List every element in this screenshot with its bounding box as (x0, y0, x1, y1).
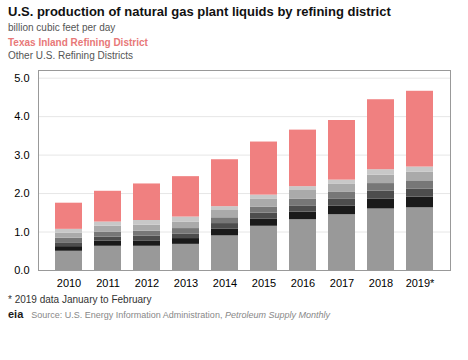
svg-text:0.0: 0.0 (14, 264, 29, 276)
html-text:billion cubic feet per day: billion cubic feet per day (8, 22, 116, 33)
svg-text:2018: 2018 (369, 277, 393, 289)
svg-text:2.0: 2.0 (14, 187, 29, 199)
svg-text:1.0: 1.0 (14, 226, 29, 238)
svg-text:2010: 2010 (57, 277, 81, 289)
svg-text:2012: 2012 (135, 277, 159, 289)
html-text:eia: eia (8, 308, 24, 320)
html-text:Texas Inland Refining District: Texas Inland Refining District (8, 37, 148, 48)
svg-text:4.0: 4.0 (14, 110, 29, 122)
html-text:* 2019 data January to Februar: * 2019 data January to February (8, 294, 152, 305)
svg-text:2017: 2017 (330, 277, 354, 289)
svg-text:2013: 2013 (174, 277, 198, 289)
html-text:Other U.S. Refining Districts: Other U.S. Refining Districts (8, 50, 133, 61)
html-text:Source: U.S. Energy Informatio: Source: U.S. Energy Information Administ… (31, 310, 330, 320)
svg-text:2019*: 2019* (406, 277, 435, 289)
html-text:U.S. production of natural gas: U.S. production of natural gas plant liq… (8, 4, 391, 19)
svg-text:2016: 2016 (291, 277, 315, 289)
svg-text:2011: 2011 (96, 277, 120, 289)
svg-text:2014: 2014 (213, 277, 237, 289)
svg-text:2015: 2015 (252, 277, 276, 289)
svg-text:5.0: 5.0 (14, 72, 29, 84)
svg-text:3.0: 3.0 (14, 149, 29, 161)
